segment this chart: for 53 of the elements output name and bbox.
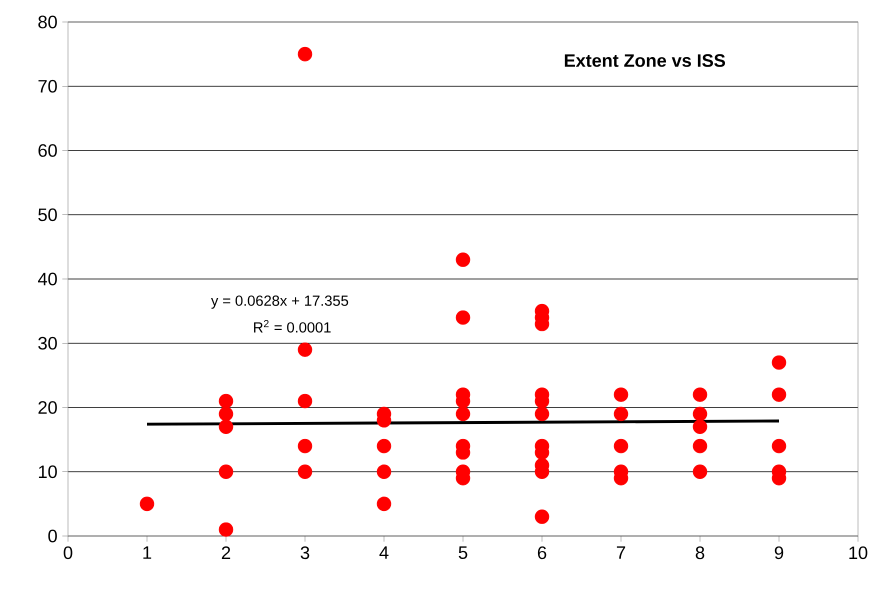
annotation: R$^{2}$ = 0.0001 (254, 320, 331, 333)
y-tick-label: 50 (38, 208, 57, 222)
point (376, 496, 392, 512)
point (218, 522, 234, 537)
x-tick-label: 4 (379, 546, 388, 559)
x-tick-label: 5 (458, 546, 468, 559)
y-tick-label: 20 (38, 401, 57, 414)
point (298, 342, 312, 357)
point (772, 438, 786, 454)
point (298, 464, 312, 479)
point (376, 438, 392, 454)
y-tick-label: 10 (38, 465, 57, 478)
point (614, 387, 628, 402)
y-tick-label: 80 (38, 16, 57, 28)
point (218, 394, 234, 408)
point (534, 406, 550, 422)
point (456, 252, 470, 267)
point (218, 420, 234, 434)
point (614, 438, 628, 454)
x-tick-label: 0 (64, 546, 72, 560)
x-tick-label: 7 (616, 546, 626, 559)
point (692, 420, 708, 434)
y-tick-label: 0 (48, 530, 57, 542)
point (298, 438, 312, 454)
point (692, 406, 708, 422)
point (456, 310, 470, 325)
text: Extent Zone vs ISS (564, 54, 726, 67)
y-tick-label: 30 (38, 336, 57, 350)
y-tick-label: 70 (38, 80, 57, 93)
y-tick-label: 40 (38, 272, 57, 286)
point (298, 46, 312, 62)
point (218, 406, 234, 422)
x-tick-label: 3 (300, 546, 310, 560)
point (298, 394, 312, 408)
point (692, 438, 708, 454)
x-tick-label: 10 (849, 546, 868, 560)
point (614, 406, 628, 422)
point (772, 387, 786, 402)
point (534, 510, 550, 524)
x-tick-label: 6 (538, 546, 546, 560)
annotation: y = 0.0628x + 17.355 (211, 296, 348, 309)
x-tick-label: 1 (143, 546, 152, 559)
x-tick-label: 8 (696, 546, 704, 560)
point (456, 406, 470, 422)
point (772, 355, 786, 370)
point (140, 496, 154, 512)
point (376, 464, 392, 479)
x-tick-label: 9 (774, 546, 784, 560)
x-tick-label: 2 (222, 546, 230, 559)
point (692, 464, 708, 479)
y-tick-label: 60 (38, 144, 57, 157)
point (692, 387, 708, 402)
point (218, 464, 234, 479)
